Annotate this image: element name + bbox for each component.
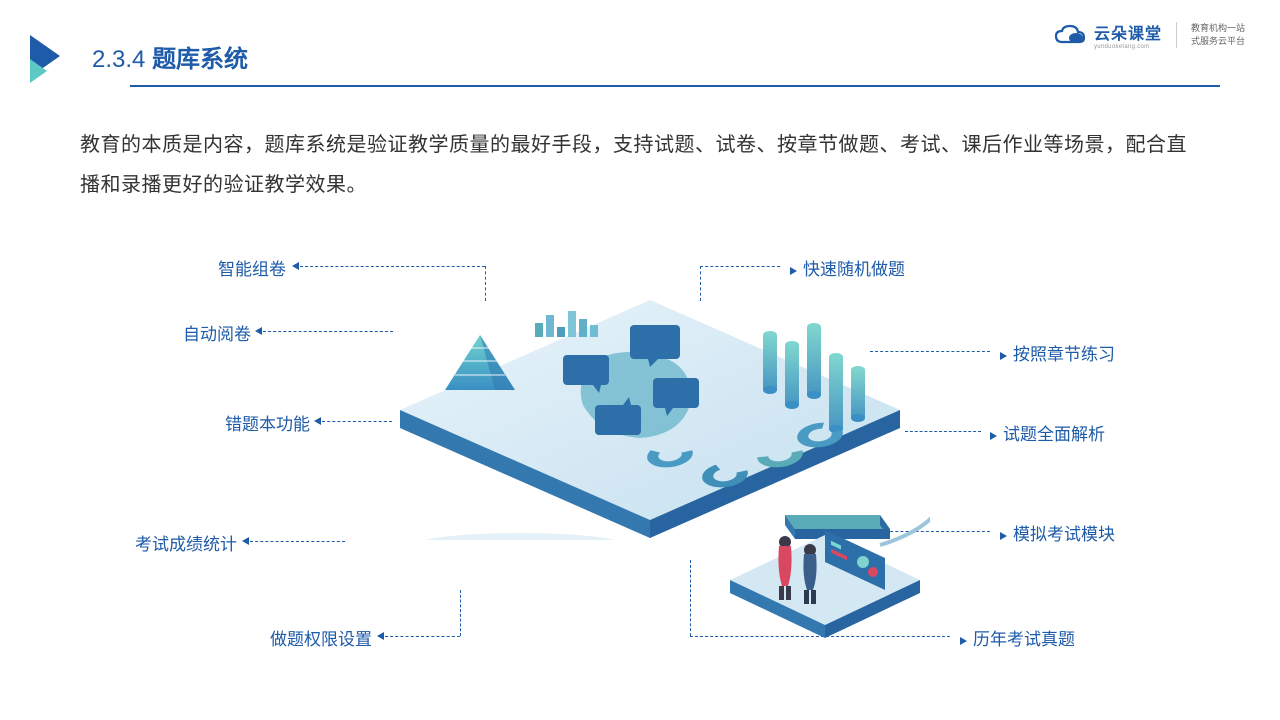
feature-score-stats: 考试成绩统计 xyxy=(135,530,237,555)
feature-past-exams: 历年考试真题 xyxy=(960,625,1075,650)
section-number: 2.3.4 xyxy=(92,46,145,73)
main-platform xyxy=(390,280,910,540)
feature-full-analysis: 试题全面解析 xyxy=(990,420,1105,445)
logo-divider xyxy=(1176,22,1177,48)
connector-line xyxy=(300,266,485,267)
header: 2.3.4 题库系统 xyxy=(30,35,248,77)
logo-domain: yunduoketang.com xyxy=(1094,44,1162,50)
logo-brand: 云朵课堂 xyxy=(1094,20,1162,44)
feature-auto-grade: 自动阅卷 xyxy=(183,320,251,345)
arrow-icon xyxy=(242,537,249,545)
logo-tagline: 教育机构一站 式服务云平台 xyxy=(1191,22,1245,47)
small-platform xyxy=(720,510,930,660)
section-title: 2.3.4 题库系统 xyxy=(92,39,248,74)
arrow-icon xyxy=(292,262,299,270)
connector-line xyxy=(905,431,981,432)
brand-logo: 云朵课堂 yunduoketang.com 教育机构一站 式服务云平台 xyxy=(1054,20,1245,50)
connector-line xyxy=(250,541,345,542)
feature-wrong-book: 错题本功能 xyxy=(225,410,310,435)
feature-diagram: 智能组卷 自动阅卷 错题本功能 考试成绩统计 做题权限设置 快速随机做题 按照章… xyxy=(0,230,1280,680)
arrow-icon xyxy=(255,327,262,335)
cloud-icon xyxy=(1054,24,1086,46)
logo-text-block: 云朵课堂 yunduoketang.com xyxy=(1094,20,1162,50)
connector-line xyxy=(385,636,460,637)
connector-line xyxy=(263,331,393,332)
play-icon xyxy=(30,35,72,77)
feature-chapter-practice: 按照章节练习 xyxy=(1000,340,1115,365)
title-underline xyxy=(130,85,1220,87)
connector-line xyxy=(460,590,461,636)
feature-mock-exam: 模拟考试模块 xyxy=(1000,520,1115,545)
connector-line xyxy=(322,421,392,422)
feature-smart-compose: 智能组卷 xyxy=(218,255,286,280)
arrow-icon xyxy=(314,417,321,425)
isometric-illustration xyxy=(390,280,910,570)
feature-permission: 做题权限设置 xyxy=(270,625,372,650)
section-heading: 题库系统 xyxy=(152,46,248,73)
arrow-icon xyxy=(377,632,384,640)
connector-line xyxy=(700,266,780,267)
feature-quick-random: 快速随机做题 xyxy=(790,255,905,280)
connector-line xyxy=(690,560,691,636)
description: 教育的本质是内容，题库系统是验证教学质量的最好手段，支持试题、试卷、按章节做题、… xyxy=(80,125,1200,205)
